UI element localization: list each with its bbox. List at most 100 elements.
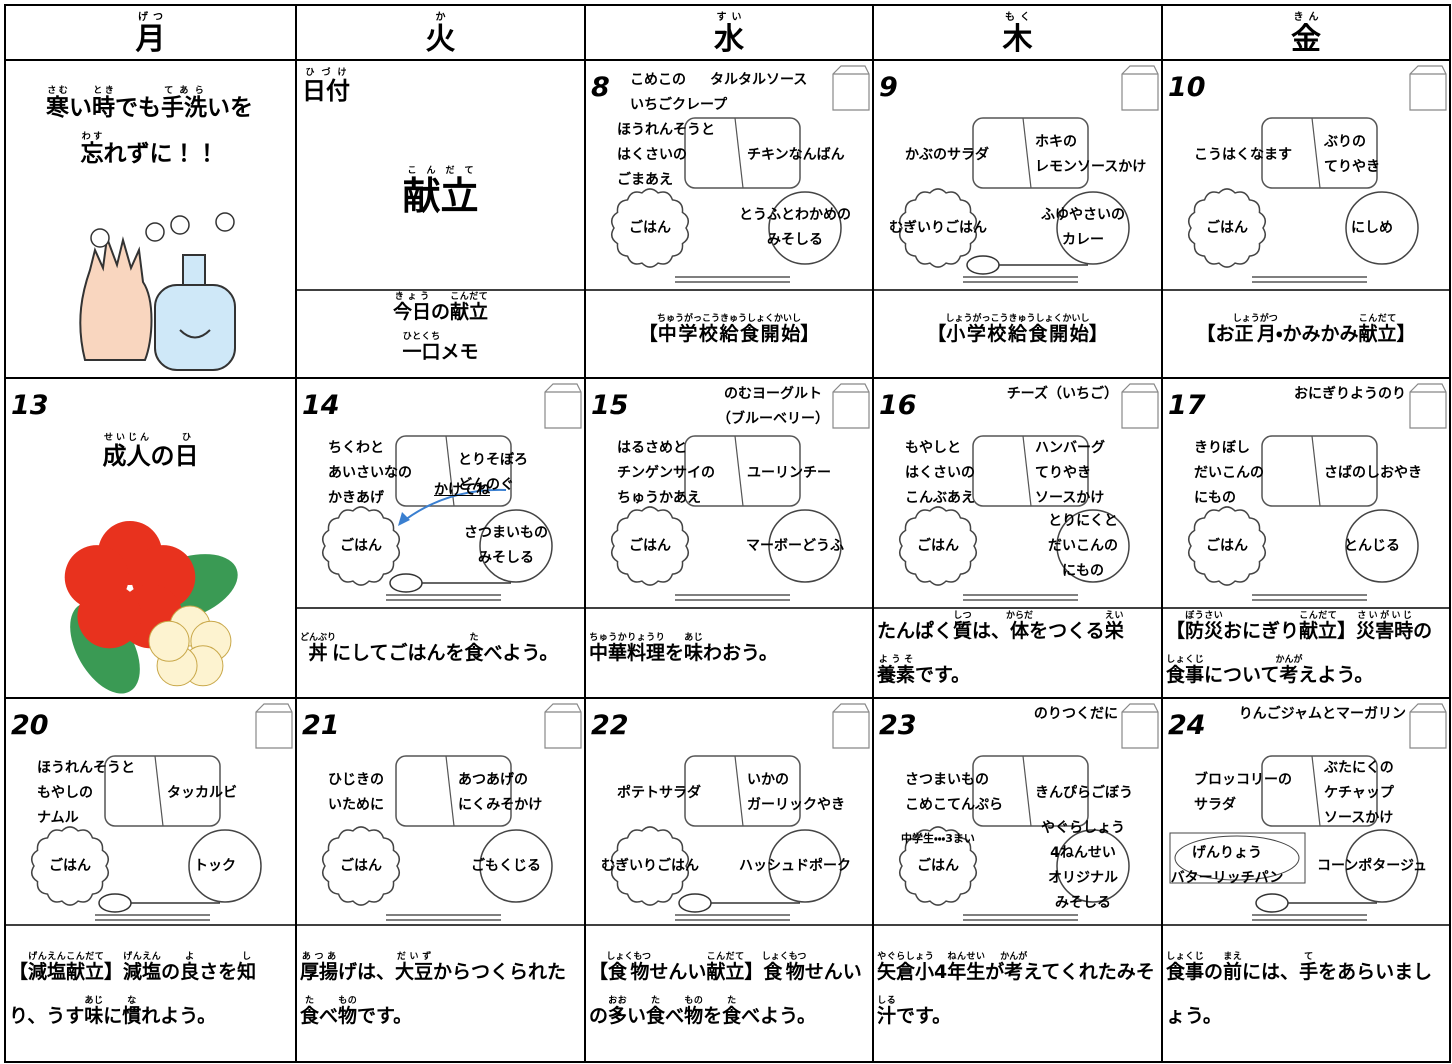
extra-item: のりつくだに — [1033, 706, 1118, 722]
ruby-word: 養素ようそ — [877, 655, 916, 686]
weekday: 木 — [1002, 22, 1033, 57]
weekday: 月 — [135, 22, 166, 57]
ruby-word: 献立こんだて — [706, 952, 744, 983]
text: い — [69, 95, 92, 121]
kanji: 手洗 — [161, 95, 207, 121]
memo-text: 【お正月しょうがつ・かみかみ献立こんだて】 — [1196, 312, 1415, 356]
furigana: さいがいじ — [1356, 611, 1414, 621]
furigana: あじ — [84, 995, 104, 1006]
weekday: 水 — [714, 22, 744, 57]
ruby-word: 減塩献立げんえんこんだて — [28, 952, 104, 983]
memo: 【中学校給食開始ちゅうがっこうきゅうしょくかいし】 — [585, 290, 873, 378]
day-number: 22 — [591, 710, 629, 741]
staple: ごはん — [629, 219, 671, 236]
text: です。 — [915, 664, 971, 686]
text: です。 — [357, 1004, 413, 1027]
soup: ふゆやさいの カレー — [1041, 207, 1125, 248]
soup: マーボーどうふ — [746, 537, 844, 554]
side-dish: ひじきの いために — [328, 772, 384, 813]
memo: 【防災ぼうさいおにぎり献立こんだて】災害時さいがいじの食事しょくじについて考かん… — [1162, 608, 1450, 698]
rule-line — [734, 755, 744, 827]
milk-carton — [832, 703, 870, 749]
staple: ごはん — [917, 537, 959, 554]
side-dish: こうはくなます — [1194, 146, 1292, 163]
ruby-word: 味あじ — [684, 633, 703, 664]
kanji: 小学校給食開始 — [945, 323, 1090, 345]
ruby-word: 考かんが — [1275, 655, 1302, 686]
soup-bowl — [1056, 191, 1130, 265]
kanji: 防災 — [1185, 620, 1224, 642]
kanji: 食物 — [606, 960, 651, 983]
kanji: 災害時 — [1356, 620, 1414, 642]
ruby-word: 食た — [646, 996, 665, 1027]
ruby-word: 木もく — [1003, 12, 1033, 60]
text: からつくられた — [433, 960, 567, 983]
ruby-word: 物もの — [684, 996, 704, 1027]
text: 【 — [927, 323, 947, 345]
furigana: げんえんこんだて — [28, 951, 105, 962]
memo: 【小学校給食開始しょうがっこうきゅうしょくかいし】 — [873, 290, 1162, 378]
ruby-word: 減塩げんえん — [123, 952, 161, 983]
bread-box — [1169, 832, 1306, 884]
kanji: 物 — [684, 1004, 704, 1027]
ruby-word: 大豆だいず — [395, 952, 433, 983]
text: をつくる — [1029, 620, 1105, 642]
spoon — [1255, 893, 1289, 913]
ruby-word: 献立こんだて — [402, 166, 478, 218]
text: メモ — [440, 341, 479, 363]
petal — [64, 545, 129, 610]
furigana: しょうがっこうきゅうしょくかいし — [945, 314, 1090, 324]
kanji: 養素 — [877, 664, 916, 686]
text: れよう。 — [141, 1004, 217, 1027]
holiday: 成人せいじんの日ひ — [5, 433, 296, 471]
side-dish: はるさめと チンゲンサイの ちゅうかあえ — [617, 439, 715, 506]
memo-line: 今日きょうの献立こんだて — [296, 292, 585, 332]
day-number: 10 — [1168, 72, 1206, 103]
kanji: 日 — [174, 442, 199, 470]
kanji: 物 — [338, 1004, 358, 1027]
ruby-word: 栄えい — [1105, 611, 1124, 642]
text: 【 — [1166, 620, 1186, 642]
menu-label: 献立こんだて — [296, 165, 585, 220]
furigana: た — [300, 995, 320, 1006]
main-dish: とりそぼろ どんのぐ — [458, 452, 528, 493]
staple: ごはん — [1206, 537, 1248, 554]
ruby-word: 良よ — [180, 952, 199, 983]
staple: ごはん — [917, 857, 959, 874]
ruby-word: 災害時さいがいじ — [1356, 611, 1414, 642]
kanji: 食事 — [1166, 664, 1205, 686]
main-dish: ハンバーグ てりやき ソースかけ — [1035, 439, 1105, 506]
kanji: 矢倉小 — [877, 960, 935, 983]
soap-smile — [179, 329, 211, 339]
memo: 【減塩献立げんえんこんだて】減塩げんえんの良よさを知しり、うす味あじに慣なれよう… — [5, 925, 296, 1062]
ruby-word: 忘わす — [81, 132, 104, 167]
ruby-word: 考かんが — [1000, 952, 1027, 983]
staple: ごはん — [340, 537, 382, 554]
kanji: 厚揚 — [300, 960, 339, 983]
ruby-word: 知し — [237, 952, 256, 983]
ruby-word: 献立こんだて — [450, 292, 488, 323]
furigana: た — [722, 995, 742, 1006]
text: の — [1204, 960, 1224, 983]
day-number: 17 — [1168, 390, 1206, 421]
side-dish: きりぼし だいこんの にもの — [1194, 439, 1264, 506]
note-small: 中学生・・・3まい — [901, 832, 975, 845]
weekday-header: 金きん — [1162, 0, 1450, 60]
message: 寒さむい時ときでも手洗てあらいを 忘わすれずに！！ — [5, 85, 294, 177]
kanji: 食物 — [761, 960, 807, 983]
furigana: からだ — [1006, 611, 1034, 621]
furigana: かんが — [1275, 655, 1303, 665]
furigana: こんだて — [450, 292, 489, 302]
day-number: 9 — [879, 72, 898, 103]
extra-item: りんごジャムとマーガリン — [1238, 706, 1406, 722]
text: を — [665, 642, 685, 664]
rice-bowl — [321, 826, 401, 906]
text: 【 — [638, 323, 658, 345]
memo-text: 【食物しょくもつせんい献立こんだて】食物しょくもつせんいの多おおい食たべ物ものを… — [589, 950, 869, 1038]
furigana: て — [1299, 951, 1319, 962]
arrow — [400, 488, 507, 524]
text: ・かみかみ — [1276, 323, 1359, 345]
memo-text: 厚揚あつあげは、大豆だいずからつくられた食たべ物ものです。 — [300, 950, 581, 1038]
soup: ごもくじる — [471, 857, 541, 874]
